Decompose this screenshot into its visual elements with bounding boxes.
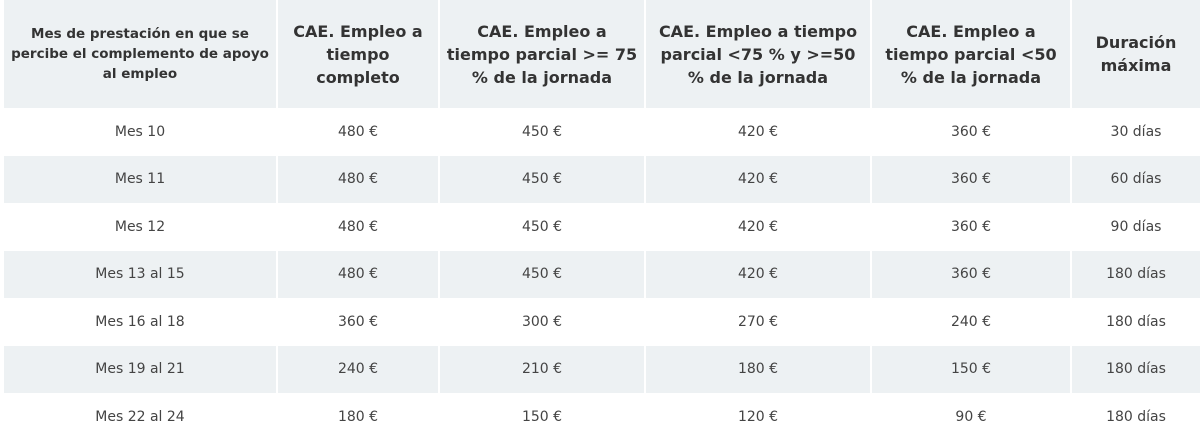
header-part-time-50-75: CAE. Empleo a tiempo parcial <75 % y >=5… [646, 0, 872, 108]
cell-part-time-75: 450 € [440, 203, 646, 251]
cell-part-time-75: 450 € [440, 108, 646, 156]
cell-part-time-under-50: 240 € [872, 298, 1072, 346]
table-row: Mes 19 al 21 240 € 210 € 180 € 150 € 180… [4, 345, 1200, 393]
cell-part-time-under-50: 150 € [872, 345, 1072, 393]
cell-max-duration: 180 días [1072, 345, 1200, 393]
table-row: Mes 22 al 24 180 € 150 € 120 € 90 € 180 … [4, 393, 1200, 441]
header-full-time: CAE. Empleo a tiempo completo [278, 0, 440, 108]
cell-part-time-50-75: 420 € [646, 203, 872, 251]
cell-part-time-75: 450 € [440, 250, 646, 298]
benefit-table: Mes de prestación en que se percibe el c… [4, 0, 1200, 441]
table-row: Mes 10 480 € 450 € 420 € 360 € 30 días [4, 108, 1200, 156]
cell-part-time-75: 150 € [440, 393, 646, 441]
table-header: Mes de prestación en que se percibe el c… [4, 0, 1200, 108]
cell-max-duration: 60 días [1072, 155, 1200, 203]
cell-full-time: 480 € [278, 203, 440, 251]
cell-full-time: 480 € [278, 108, 440, 156]
cell-max-duration: 90 días [1072, 203, 1200, 251]
header-max-duration: Duración máxima [1072, 0, 1200, 108]
cell-part-time-75: 210 € [440, 345, 646, 393]
header-part-time-75: CAE. Empleo a tiempo parcial >= 75 % de … [440, 0, 646, 108]
table-row: Mes 11 480 € 450 € 420 € 360 € 60 días [4, 155, 1200, 203]
cell-part-time-50-75: 180 € [646, 345, 872, 393]
cell-part-time-50-75: 420 € [646, 108, 872, 156]
cell-part-time-under-50: 90 € [872, 393, 1072, 441]
header-part-time-under-50: CAE. Empleo a tiempo parcial <50 % de la… [872, 0, 1072, 108]
cell-part-time-under-50: 360 € [872, 203, 1072, 251]
table-row: Mes 13 al 15 480 € 450 € 420 € 360 € 180… [4, 250, 1200, 298]
header-month: Mes de prestación en que se percibe el c… [4, 0, 278, 108]
cell-max-duration: 30 días [1072, 108, 1200, 156]
cell-full-time: 360 € [278, 298, 440, 346]
cell-month: Mes 10 [4, 108, 278, 156]
cell-full-time: 180 € [278, 393, 440, 441]
table-row: Mes 16 al 18 360 € 300 € 270 € 240 € 180… [4, 298, 1200, 346]
cell-part-time-75: 300 € [440, 298, 646, 346]
header-row: Mes de prestación en que se percibe el c… [4, 0, 1200, 108]
cell-month: Mes 16 al 18 [4, 298, 278, 346]
cell-part-time-under-50: 360 € [872, 155, 1072, 203]
cell-part-time-50-75: 420 € [646, 250, 872, 298]
cell-part-time-50-75: 120 € [646, 393, 872, 441]
cell-full-time: 240 € [278, 345, 440, 393]
cell-month: Mes 13 al 15 [4, 250, 278, 298]
cell-part-time-under-50: 360 € [872, 250, 1072, 298]
cell-max-duration: 180 días [1072, 298, 1200, 346]
cell-part-time-50-75: 270 € [646, 298, 872, 346]
cell-max-duration: 180 días [1072, 250, 1200, 298]
cell-full-time: 480 € [278, 155, 440, 203]
table-body: Mes 10 480 € 450 € 420 € 360 € 30 días M… [4, 108, 1200, 441]
cell-part-time-75: 450 € [440, 155, 646, 203]
cell-month: Mes 19 al 21 [4, 345, 278, 393]
cell-max-duration: 180 días [1072, 393, 1200, 441]
cell-full-time: 480 € [278, 250, 440, 298]
cell-month: Mes 11 [4, 155, 278, 203]
table-row: Mes 12 480 € 450 € 420 € 360 € 90 días [4, 203, 1200, 251]
cell-month: Mes 12 [4, 203, 278, 251]
cell-part-time-50-75: 420 € [646, 155, 872, 203]
cell-month: Mes 22 al 24 [4, 393, 278, 441]
cell-part-time-under-50: 360 € [872, 108, 1072, 156]
